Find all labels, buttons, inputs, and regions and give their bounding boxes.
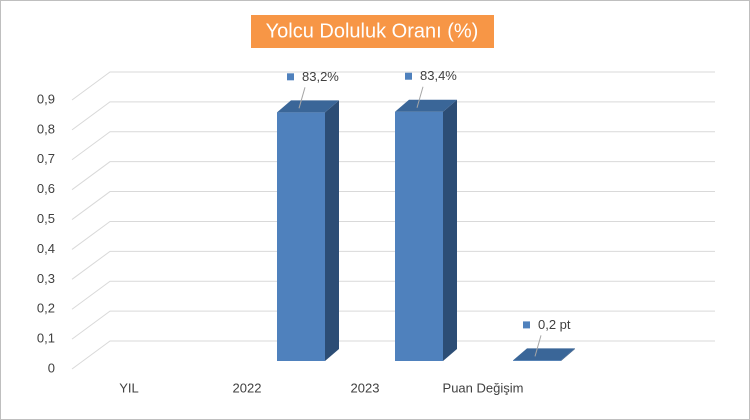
title-background: [251, 15, 494, 48]
x-tick-label: YIL: [119, 380, 139, 395]
bar-top: [277, 100, 339, 113]
grid-line: [71, 220, 715, 250]
grid-line: [71, 191, 715, 220]
y-tick-label: 0,2: [37, 301, 55, 316]
grid-line: [71, 340, 715, 370]
bar: [395, 99, 457, 361]
data-label: 83,4%: [420, 68, 457, 83]
y-tick-label: 0: [48, 360, 55, 375]
x-tick-label: 2022: [233, 380, 262, 395]
x-tick-label: 2023: [351, 380, 380, 395]
data-label: 0,2 pt: [538, 317, 571, 332]
y-tick-label: 0,6: [37, 181, 55, 196]
leader-line: [534, 335, 542, 357]
label-marker: [287, 73, 294, 81]
leader-line: [416, 86, 424, 108]
x-tick-label: Puan Değişim: [443, 380, 524, 395]
grid-line: [71, 250, 715, 280]
y-tick-label: 0,1: [37, 331, 55, 346]
bar-top: [395, 99, 457, 112]
y-tick-label: 0,8: [37, 121, 55, 136]
label-marker: [405, 72, 412, 80]
data-label: 83,2%: [302, 69, 339, 84]
grid-line: [71, 131, 715, 161]
bar: [277, 100, 339, 361]
bar-side: [443, 99, 457, 361]
bar-side: [325, 100, 339, 361]
grid-line: [71, 280, 715, 310]
bar-side: [561, 348, 575, 361]
bar-front: [277, 112, 325, 361]
label-marker: [523, 321, 530, 329]
y-tick-label: 0,7: [37, 151, 55, 166]
grid-line: [71, 310, 715, 340]
chart-title: Yolcu Doluluk Oranı (%): [266, 20, 479, 42]
bar-top: [513, 348, 575, 361]
bar-front: [395, 111, 443, 361]
leader-line: [298, 87, 306, 109]
bar-front: [513, 360, 561, 361]
grid-line: [71, 161, 715, 191]
y-tick-label: 0,5: [37, 211, 55, 226]
grid-line: [71, 101, 715, 131]
grid-line: [71, 71, 715, 101]
y-tick-label: 0,9: [37, 91, 55, 106]
y-tick-label: 0,3: [37, 271, 55, 286]
y-tick-label: 0,4: [37, 241, 55, 256]
bar: [513, 348, 575, 361]
